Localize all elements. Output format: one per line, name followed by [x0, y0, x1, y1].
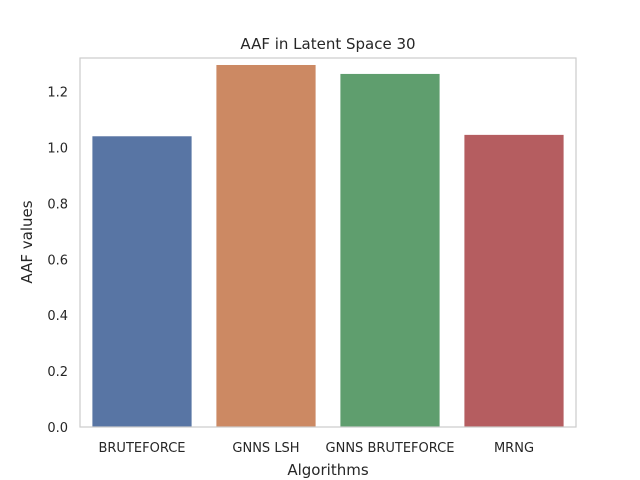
y-tick-label: 0.8: [47, 197, 68, 212]
y-axis-label: AAF values: [18, 200, 36, 283]
x-tick-label: BRUTEFORCE: [98, 441, 185, 456]
bars-group: [92, 64, 564, 428]
y-tick-label: 0.2: [47, 365, 68, 380]
bar-mrng: [464, 134, 564, 427]
x-tick-label: GNNS BRUTEFORCE: [326, 441, 455, 456]
bar-gnns-bruteforce: [340, 73, 440, 428]
y-tick-label: 0.6: [47, 253, 68, 268]
x-tick-label: MRNG: [494, 441, 534, 456]
y-axis-ticks: 0.0 0.2 0.4 0.6 0.8 1.0 1.2: [47, 86, 68, 436]
x-axis-label: Algorithms: [287, 461, 368, 479]
y-tick-label: 1.2: [47, 86, 68, 101]
y-tick-label: 1.0: [47, 141, 68, 156]
bar-gnns-lsh: [216, 64, 316, 427]
bar-bruteforce: [92, 136, 192, 428]
plot-frame: [79, 57, 577, 428]
chart-title: AAF in Latent Space 30: [240, 35, 415, 53]
y-tick-label: 0.0: [47, 421, 68, 436]
y-tick-label: 0.4: [47, 309, 68, 324]
x-tick-label: GNNS LSH: [232, 441, 299, 456]
x-axis-ticks: BRUTEFORCE GNNS LSH GNNS BRUTEFORCE MRNG: [98, 441, 534, 456]
